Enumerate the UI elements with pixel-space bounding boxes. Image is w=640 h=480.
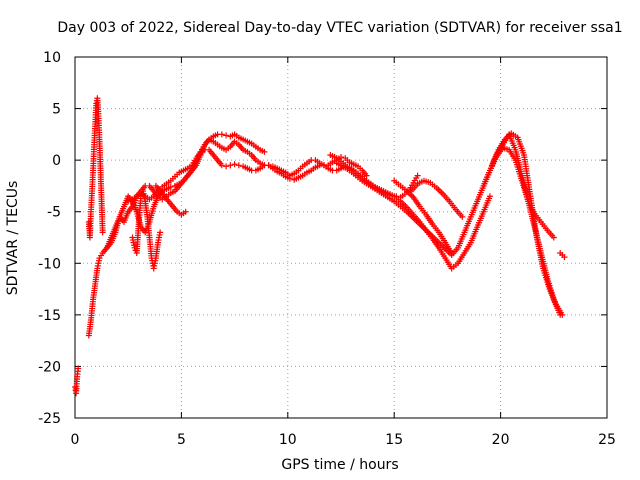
data-point xyxy=(559,311,566,318)
data-point xyxy=(223,132,230,139)
data-point xyxy=(167,183,174,190)
y-axis-ticks: -25 -20 -15 -10 -5 0 5 10 xyxy=(38,50,607,427)
data-point xyxy=(448,249,455,256)
y-tick-label: -15 xyxy=(38,308,61,324)
data-point xyxy=(486,193,493,200)
x-tick-label: 15 xyxy=(385,432,403,448)
series-track-j xyxy=(391,177,455,256)
y-tick-label: -25 xyxy=(38,411,61,427)
series-track-g xyxy=(129,188,164,272)
data-point xyxy=(363,172,370,179)
series-track-n xyxy=(557,249,568,261)
data-point xyxy=(235,162,242,169)
y-tick-label: 0 xyxy=(52,153,61,169)
data-point xyxy=(261,148,268,155)
x-tick-label: 5 xyxy=(177,432,186,448)
data-point xyxy=(99,229,106,236)
data-point xyxy=(218,131,225,138)
data-point xyxy=(286,175,293,182)
x-tick-label: 20 xyxy=(492,432,510,448)
y-tick-label: -5 xyxy=(47,205,61,221)
series-track-i xyxy=(333,131,564,318)
y-tick-label: -20 xyxy=(38,359,61,375)
series-track-b xyxy=(85,95,106,241)
chart-title: Day 003 of 2022, Sidereal Day-to-day VTE… xyxy=(57,20,622,36)
data-point xyxy=(561,254,568,261)
data-point xyxy=(227,162,234,169)
x-tick-label: 0 xyxy=(71,432,80,448)
data-point xyxy=(157,229,164,236)
data-point xyxy=(550,234,557,241)
series-track-k xyxy=(408,177,466,220)
series-track-a xyxy=(72,365,82,397)
data-point xyxy=(182,208,189,215)
data-points xyxy=(72,95,568,397)
series-track-f xyxy=(152,182,189,218)
x-axis-ticks: 0 5 10 15 20 25 xyxy=(71,57,616,448)
data-point xyxy=(231,161,238,168)
grid-lines xyxy=(75,57,607,418)
series-track-e xyxy=(125,146,421,205)
data-point xyxy=(414,172,421,179)
x-tick-label: 25 xyxy=(598,432,616,448)
data-point xyxy=(218,162,225,169)
y-axis-label: SDTVAR / TECUs xyxy=(5,181,21,296)
y-tick-label: -10 xyxy=(38,256,61,272)
y-tick-label: 5 xyxy=(52,102,61,118)
data-point xyxy=(75,365,82,372)
data-point xyxy=(459,213,466,220)
series-track-m xyxy=(489,130,566,318)
x-axis-label: GPS time / hours xyxy=(281,457,398,473)
data-point xyxy=(223,163,230,170)
plot-border xyxy=(74,56,608,419)
y-tick-label: 10 xyxy=(43,50,61,66)
plot-frame xyxy=(74,56,608,419)
x-tick-label: 10 xyxy=(279,432,297,448)
